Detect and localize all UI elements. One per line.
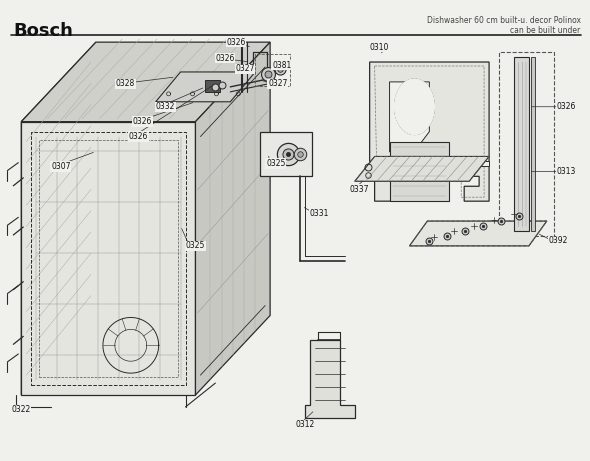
Text: 0310: 0310 [370, 42, 389, 52]
Text: 0326: 0326 [227, 38, 245, 47]
Polygon shape [389, 142, 449, 201]
Polygon shape [156, 72, 255, 102]
Text: Bosch: Bosch [14, 22, 73, 40]
Text: 0392: 0392 [549, 236, 568, 245]
Text: 0326: 0326 [129, 132, 148, 141]
Text: Dishwasher 60 cm built-u. decor Polinox: Dishwasher 60 cm built-u. decor Polinox [427, 16, 581, 25]
Text: 0307: 0307 [51, 162, 71, 171]
Polygon shape [389, 82, 430, 191]
Text: 0325: 0325 [185, 242, 205, 250]
Polygon shape [409, 221, 547, 246]
Polygon shape [260, 131, 312, 176]
Text: 0337: 0337 [350, 185, 369, 194]
Text: 0331: 0331 [310, 209, 329, 218]
Text: 0332: 0332 [156, 102, 175, 111]
Polygon shape [514, 57, 529, 231]
Text: 0313: 0313 [557, 167, 576, 176]
Polygon shape [195, 42, 270, 395]
Text: 0328: 0328 [116, 79, 135, 89]
Text: 0312: 0312 [295, 420, 314, 429]
Text: 0325: 0325 [266, 159, 286, 168]
Polygon shape [305, 340, 355, 418]
Polygon shape [21, 122, 195, 395]
Polygon shape [454, 161, 489, 166]
Text: can be built under: can be built under [510, 26, 581, 35]
Text: 0326: 0326 [557, 102, 576, 111]
Text: 0327: 0327 [235, 65, 255, 73]
Polygon shape [355, 156, 489, 181]
Polygon shape [205, 80, 220, 92]
Polygon shape [395, 79, 434, 135]
Polygon shape [531, 57, 535, 231]
Text: 0326: 0326 [133, 117, 152, 126]
Text: 0326: 0326 [215, 53, 235, 63]
Text: 0322: 0322 [11, 405, 31, 414]
Polygon shape [370, 62, 489, 201]
Polygon shape [21, 42, 270, 122]
Text: 0381: 0381 [272, 60, 291, 70]
Polygon shape [21, 42, 96, 395]
Text: 0327: 0327 [268, 79, 287, 89]
